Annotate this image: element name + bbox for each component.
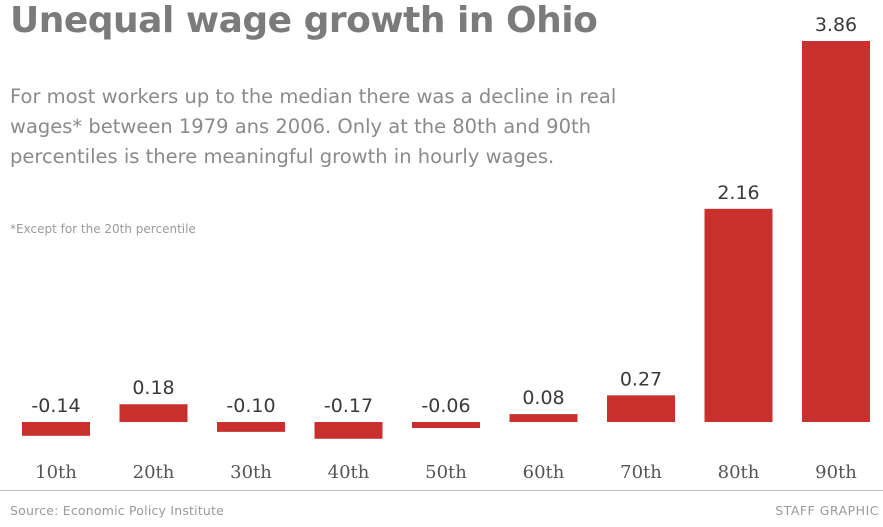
bar-70th <box>607 395 675 422</box>
footer-divider <box>0 490 883 491</box>
bar-90th <box>802 41 870 422</box>
bar-30th <box>217 422 285 432</box>
x-tick-70th: 70th <box>620 462 662 483</box>
x-tick-10th: 10th <box>35 462 77 483</box>
data-label-70th: 0.27 <box>620 368 662 390</box>
data-label-30th: -0.10 <box>226 395 275 417</box>
data-label-90th: 3.86 <box>815 14 857 36</box>
x-tick-30th: 30th <box>230 462 272 483</box>
bar-20th <box>119 404 188 422</box>
data-label-80th: 2.16 <box>717 182 759 204</box>
data-label-50th: -0.06 <box>421 395 470 417</box>
data-label-10th: -0.14 <box>31 395 80 417</box>
x-tick-50th: 50th <box>425 462 467 483</box>
x-tick-20th: 20th <box>133 462 175 483</box>
bar-40th <box>314 422 383 439</box>
x-tick-90th: 90th <box>815 462 857 483</box>
bar-60th <box>509 414 578 422</box>
staff-credit: STAFF GRAPHIC <box>775 503 879 518</box>
bar-80th <box>704 208 773 422</box>
chart-title: Unequal wage growth in Ohio <box>10 0 598 41</box>
chart-footnote: *Except for the 20th percentile <box>10 222 196 236</box>
chart-subtitle: For most workers up to the median there … <box>10 85 617 168</box>
data-label-20th: 0.18 <box>132 377 174 399</box>
source-note: Source: Economic Policy Institute <box>10 503 225 518</box>
x-tick-80th: 80th <box>718 462 760 483</box>
bar-10th <box>22 422 90 436</box>
bar-50th <box>412 422 480 428</box>
x-tick-60th: 60th <box>523 462 565 483</box>
data-label-60th: 0.08 <box>522 387 564 409</box>
data-label-40th: -0.17 <box>324 395 373 417</box>
x-tick-40th: 40th <box>328 462 370 483</box>
